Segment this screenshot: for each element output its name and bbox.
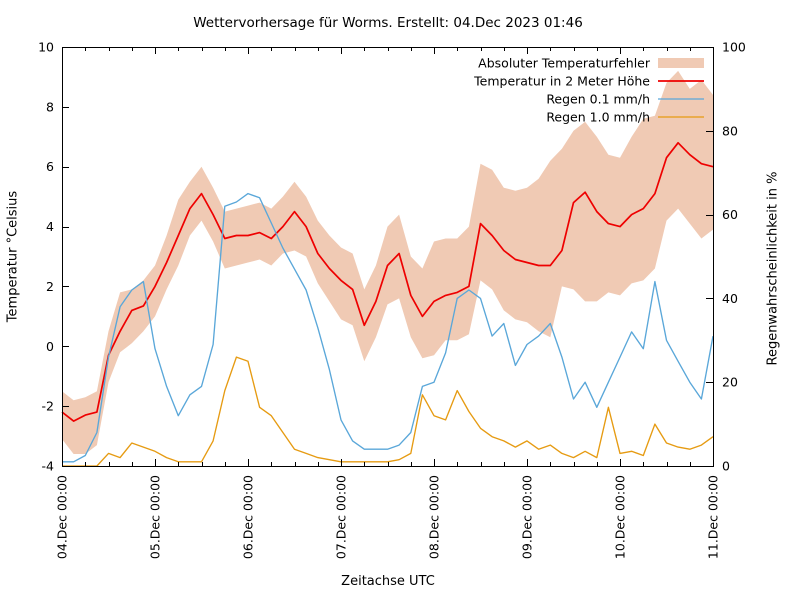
x-tick-label: 05.Dec 00:00 bbox=[148, 475, 163, 559]
y-left-tick-label: 2 bbox=[46, 279, 54, 294]
y-left-tick-label: 0 bbox=[46, 339, 54, 354]
rain-10mm-line bbox=[62, 356, 714, 467]
legend-entry: Temperatur in 2 Meter Höhe bbox=[473, 74, 704, 89]
y-right-tick-label: 60 bbox=[722, 207, 738, 222]
temperature-line bbox=[61, 141, 714, 422]
x-tick-label: 08.Dec 00:00 bbox=[427, 475, 442, 559]
y-left-tick-label: 6 bbox=[46, 159, 54, 174]
legend-label: Temperatur in 2 Meter Höhe bbox=[473, 74, 650, 89]
y-right-tick-label: 0 bbox=[722, 459, 730, 474]
y-left-tick-label: 8 bbox=[46, 99, 54, 114]
temperature-error-band bbox=[62, 70, 713, 455]
y-right-tick-label: 20 bbox=[722, 375, 738, 390]
x-tick-label: 07.Dec 00:00 bbox=[334, 475, 349, 559]
x-tick-label: 04.Dec 00:00 bbox=[55, 475, 70, 559]
legend-label: Regen 0.1 mm/h bbox=[546, 92, 650, 107]
x-tick-label: 10.Dec 00:00 bbox=[613, 475, 628, 559]
x-tick-label: 11.Dec 00:00 bbox=[706, 475, 721, 559]
y-left-tick-label: -2 bbox=[42, 399, 54, 414]
axis-ticks bbox=[62, 47, 714, 467]
legend-band-swatch bbox=[658, 58, 704, 68]
y-left-tick-label: 4 bbox=[46, 219, 54, 234]
y-right-tick-label: 40 bbox=[722, 291, 738, 306]
legend-label: Absoluter Temperaturfehler bbox=[478, 56, 651, 71]
legend: Absoluter Temperaturfehler Temperatur in … bbox=[473, 56, 704, 125]
legend-entry: Regen 1.0 mm/h bbox=[546, 110, 704, 125]
x-tick-label: 06.Dec 00:00 bbox=[241, 475, 256, 559]
legend-label: Regen 1.0 mm/h bbox=[546, 110, 650, 125]
rain-01mm-line bbox=[62, 192, 714, 463]
y-left-tick-label: 10 bbox=[38, 40, 54, 55]
legend-entry: Absoluter Temperaturfehler bbox=[478, 56, 704, 71]
chart-title: Wettervorhersage für Worms. Erstellt: 04… bbox=[193, 15, 583, 31]
x-axis-label: Zeitachse UTC bbox=[341, 574, 435, 589]
y-right-tick-label: 100 bbox=[722, 40, 746, 55]
y-right-tick-label: 80 bbox=[722, 123, 738, 138]
legend-entry: Regen 0.1 mm/h bbox=[546, 92, 704, 107]
y-left-tick-label: -4 bbox=[42, 459, 55, 474]
x-tick-label: 09.Dec 00:00 bbox=[520, 475, 535, 559]
